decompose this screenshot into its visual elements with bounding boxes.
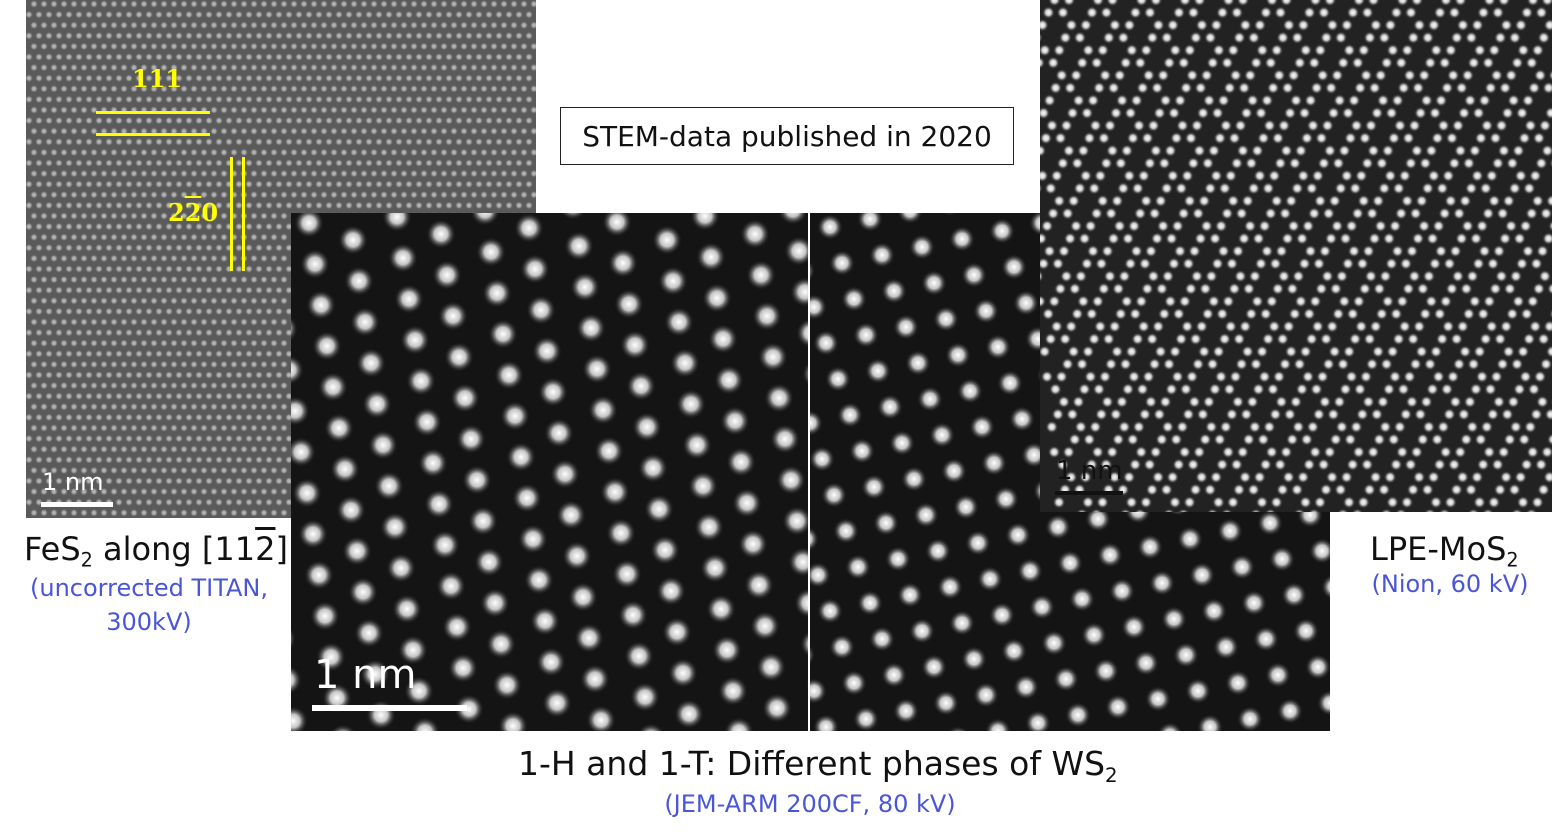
fes2-scalebar-label: 1 nm [42,468,104,496]
mos2-lattice-image [1040,0,1552,512]
ws2-1h-lattice-image [291,213,808,731]
fes2-annotation-line-220b [242,157,245,271]
ws2-instrument: (JEM-ARM 200CF, 80 kV) [664,790,956,818]
mos2-title: LPE-MoS2 [1370,530,1519,572]
mos2-scalebar [1055,491,1123,495]
fes2-title: FeS2 along [112] [24,530,288,572]
fes2-annotation-line-111a [96,111,210,114]
fes2-annotation-line-111b [96,133,210,136]
ws2-1h-micrograph [291,213,808,731]
mos2-micrograph [1040,0,1552,512]
fes2-instrument-line2: 300kV) [106,608,192,636]
ws2-title: 1-H and 1-T: Different phases of WS2 [518,744,1118,787]
fes2-scalebar [41,502,113,507]
fes2-annotation-111: 111 [132,64,183,93]
ws2-scalebar [312,705,467,711]
fes2-annotation-line-220a [230,157,233,271]
ws2-scalebar-label: 1 nm [314,652,417,698]
mos2-instrument: (Nion, 60 kV) [1371,570,1529,598]
publication-banner: STEM-data published in 2020 [560,107,1014,165]
fes2-annotation-220: 220 [168,198,219,227]
mos2-scalebar-label: 1 nm [1056,456,1123,486]
fes2-instrument-line1: (uncorrected TITAN, [30,574,268,602]
